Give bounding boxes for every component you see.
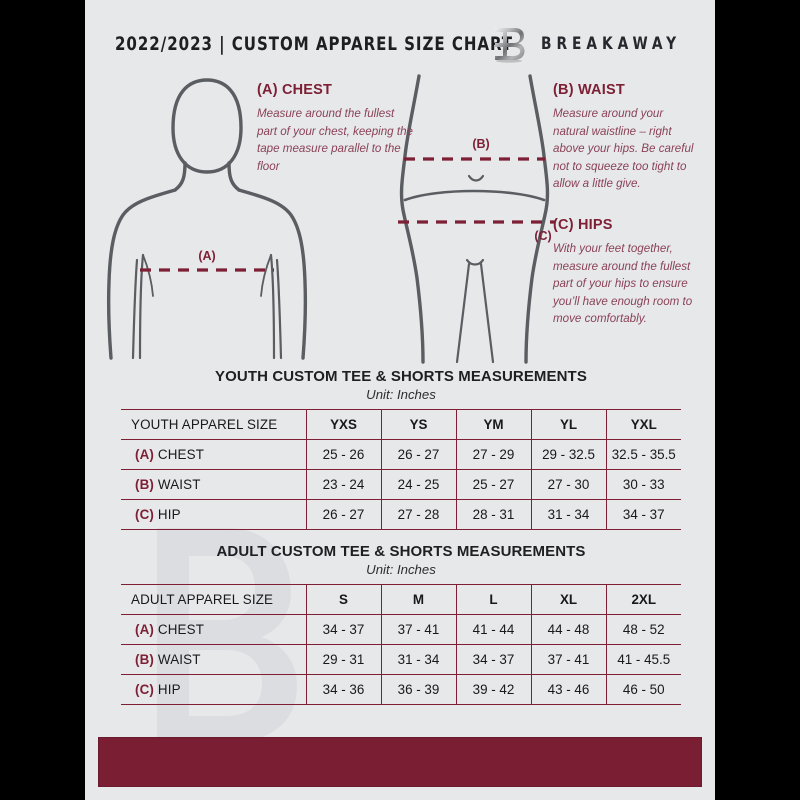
youth-size-col-4: YXL (630, 417, 657, 432)
youth-row-2-name: (C) HIP (121, 499, 307, 530)
youth-row-2-tag: (C) (135, 507, 155, 522)
adult-cell-0-1: 37 - 41 (381, 614, 457, 645)
adult-size-col-3: XL (531, 584, 607, 615)
adult-row-0-name: (A) CHEST (121, 614, 307, 645)
youth-row-0-label: CHEST (157, 447, 205, 462)
measurement-diagrams: (A) (85, 70, 715, 365)
adult-row-1-tag: (B) (135, 652, 155, 667)
adult-cell-0-2: 41 - 44 (456, 614, 532, 645)
brand-wordmark: BREAKAWAY (541, 34, 682, 54)
youth-row-1-tag: (B) (135, 477, 155, 492)
table-row: (A) CHEST 34 - 37 37 - 41 41 - 44 44 - 4… (121, 614, 681, 645)
youth-table-title: YOUTH CUSTOM TEE & SHORTS MEASUREMENTS (215, 368, 587, 385)
youth-cell-1-0: 23 - 24 (306, 469, 382, 500)
adult-table-title: ADULT CUSTOM TEE & SHORTS MEASUREMENTS (216, 543, 586, 560)
adult-cell-1-1: 31 - 34 (381, 644, 457, 675)
youth-cell-0-1: 26 - 27 (381, 439, 457, 470)
youth-cell-0-0: 25 - 26 (306, 439, 382, 470)
note-chest-body: Measure around the fullest part of your … (257, 107, 413, 173)
adult-cell-2-3: 43 - 46 (531, 674, 607, 705)
youth-cell-2-3: 31 - 34 (531, 499, 607, 530)
note-waist-title: (B) WAIST (553, 82, 625, 98)
note-waist: (B) WAIST Measure around your natural wa… (553, 82, 698, 193)
youth-cell-2-0: 26 - 27 (306, 499, 382, 530)
adult-size-col-2: L (456, 584, 532, 615)
table-row: (C) HIP 26 - 27 27 - 28 28 - 31 31 - 34 … (121, 499, 681, 530)
table-row: (B) WAIST 23 - 24 24 - 25 25 - 27 27 - 3… (121, 469, 681, 500)
youth-cell-2-2: 28 - 31 (456, 499, 532, 530)
youth-row-0-name: (A) CHEST (121, 439, 307, 470)
adult-cell-1-2: 34 - 37 (456, 644, 532, 675)
adult-size-col-4: 2XL (631, 592, 657, 607)
note-chest-title: (A) CHEST (257, 82, 333, 98)
note-hips-title: (C) HIPS (553, 217, 613, 233)
youth-row-2-label: HIP (157, 507, 181, 522)
adult-cell-1-4: 41 - 45.5 (617, 652, 671, 667)
youth-row-1-label: WAIST (157, 477, 201, 492)
adult-cell-0-3: 44 - 48 (531, 614, 607, 645)
chest-measure-label: (A) (198, 249, 215, 263)
adult-size-col-0: S (306, 584, 382, 615)
youth-cell-1-2: 25 - 27 (456, 469, 532, 500)
youth-row-1-name: (B) WAIST (121, 469, 307, 500)
adult-row-2-tag: (C) (135, 682, 155, 697)
page-title: 2022/2023 | CUSTOM APPAREL SIZE CHART (115, 33, 514, 55)
youth-size-table: YOUTH APPAREL SIZE YXS YS YM YL YXL (A) … (121, 409, 681, 530)
adult-cell-2-4: 46 - 50 (622, 682, 665, 697)
page-header: 2022/2023 | CUSTOM APPAREL SIZE CHART BR… (85, 22, 715, 66)
size-chart-page: 2022/2023 | CUSTOM APPAREL SIZE CHART BR… (85, 0, 715, 800)
youth-cell-1-4: 30 - 33 (622, 477, 665, 492)
adult-cell-0-4: 48 - 52 (622, 622, 665, 637)
youth-cell-2-1: 27 - 28 (381, 499, 457, 530)
brand-block: BREAKAWAY (491, 22, 697, 66)
adult-cell-1-3: 37 - 41 (531, 644, 607, 675)
youth-size-col-1: YS (381, 409, 457, 440)
adult-header-label: ADULT APPAREL SIZE (121, 584, 307, 615)
adult-cell-2-0: 34 - 36 (306, 674, 382, 705)
adult-row-2-label: HIP (157, 682, 181, 697)
footer-banner (98, 737, 702, 787)
breakaway-b-logo-icon (495, 28, 525, 63)
youth-size-col-0: YXS (306, 409, 382, 440)
note-chest: (A) CHEST Measure around the fullest par… (257, 82, 417, 175)
table-header-row: YOUTH APPAREL SIZE YXS YS YM YL YXL (121, 409, 681, 440)
youth-measurements-block: YOUTH CUSTOM TEE & SHORTS MEASUREMENTS U… (121, 368, 681, 530)
adult-row-1-name: (B) WAIST (121, 644, 307, 675)
youth-cell-1-1: 24 - 25 (381, 469, 457, 500)
adult-cell-2-1: 36 - 39 (381, 674, 457, 705)
youth-table-unit: Unit: Inches (366, 387, 436, 402)
torso-front-figure-icon: (A) (106, 70, 337, 365)
adult-row-0-tag: (A) (135, 622, 155, 637)
youth-cell-0-2: 27 - 29 (456, 439, 532, 470)
youth-cell-0-3: 29 - 32.5 (531, 439, 607, 470)
adult-cell-1-0: 29 - 31 (306, 644, 382, 675)
table-row: (B) WAIST 29 - 31 31 - 34 34 - 37 37 - 4… (121, 644, 681, 675)
table-header-row: ADULT APPAREL SIZE S M L XL 2XL (121, 584, 681, 615)
adult-table-unit: Unit: Inches (366, 562, 436, 577)
note-hips-body: With your feet together, measure around … (553, 242, 693, 326)
note-hips: (C) HIPS With your feet together, measur… (553, 217, 701, 328)
youth-size-col-2: YM (456, 409, 532, 440)
youth-cell-2-4: 34 - 37 (622, 507, 665, 522)
adult-size-col-1: M (381, 584, 457, 615)
adult-row-2-name: (C) HIP (121, 674, 307, 705)
adult-cell-2-2: 39 - 42 (456, 674, 532, 705)
adult-size-table: ADULT APPAREL SIZE S M L XL 2XL (A) CHES… (121, 584, 681, 705)
adult-measurements-block: ADULT CUSTOM TEE & SHORTS MEASUREMENTS U… (121, 543, 681, 705)
adult-cell-0-0: 34 - 37 (306, 614, 382, 645)
youth-cell-0-4: 32.5 - 35.5 (611, 447, 676, 462)
table-row: (A) CHEST 25 - 26 26 - 27 27 - 29 29 - 3… (121, 439, 681, 470)
hips-front-figure-icon: (B) (C) (393, 70, 568, 365)
adult-row-1-label: WAIST (157, 652, 201, 667)
youth-cell-1-3: 27 - 30 (531, 469, 607, 500)
youth-row-0-tag: (A) (135, 447, 155, 462)
note-waist-body: Measure around your natural waistline – … (553, 107, 694, 191)
adult-row-0-label: CHEST (157, 622, 205, 637)
hips-measure-label: (C) (534, 229, 551, 243)
youth-size-col-3: YL (531, 409, 607, 440)
waist-measure-label: (B) (472, 137, 489, 151)
table-row: (C) HIP 34 - 36 36 - 39 39 - 42 43 - 46 … (121, 674, 681, 705)
youth-header-label: YOUTH APPAREL SIZE (121, 409, 307, 440)
